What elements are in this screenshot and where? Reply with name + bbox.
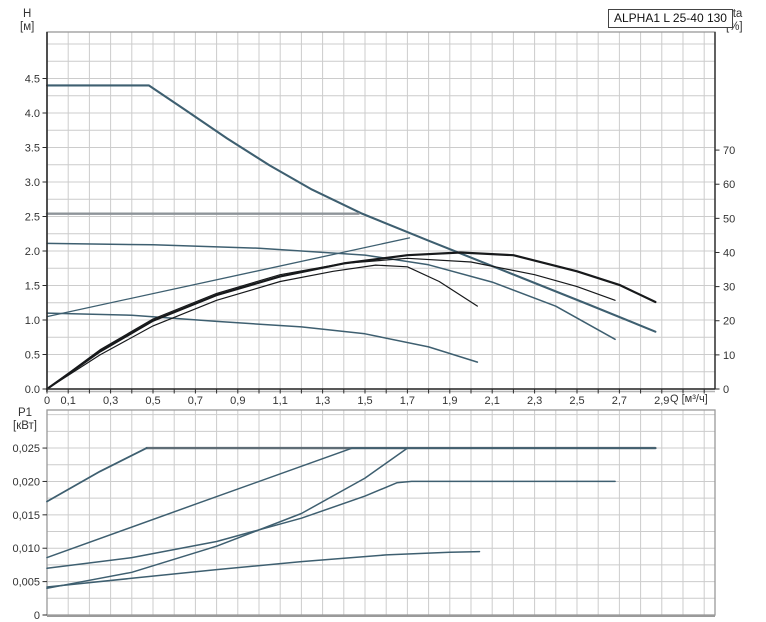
p1-axis-unit: P1 [кВт] (2, 407, 48, 433)
y-tick-label: 0,020 (12, 476, 40, 488)
x-tick-label: 0,9 (230, 395, 245, 407)
y-tick-label: 0,025 (12, 443, 40, 455)
eta-tick-label: 70 (723, 145, 735, 157)
x-tick-label: 0,5 (145, 395, 160, 407)
power-flow-chart-frame (46, 409, 716, 616)
p1-cp2 (46, 447, 657, 559)
x-tick-label: 2,1 (485, 395, 500, 407)
eta-tick-label: 60 (723, 179, 735, 191)
p1-pp2 (46, 447, 409, 590)
h-axis-unit: H [м] (20, 8, 34, 34)
x-tick-label: 1,1 (273, 395, 288, 407)
y-tick-label: 1.0 (25, 315, 40, 327)
y-tick-label: 2.5 (25, 212, 40, 224)
power-flow-chart-tick-labels: 0 0,005 0,010 0,015 0,020 0,025 (12, 443, 47, 622)
y-tick-label: 2.0 (25, 246, 40, 258)
x-tick-label: 2,5 (569, 395, 584, 407)
speed-3-head-curve (45, 84, 657, 333)
efficiency-speed-1 (46, 264, 478, 390)
p1-axis-unit-bracket: [кВт] (13, 420, 37, 432)
eta-tick-label: 40 (723, 247, 735, 259)
y-tick-label: 0,010 (12, 543, 40, 555)
h-axis-unit-symbol: H (22, 8, 32, 20)
x-tick-label: 1,7 (400, 395, 415, 407)
x-tick-label: 0,1 (61, 395, 76, 407)
y-tick-label: 0 (34, 610, 40, 622)
power-flow-chart: 0 0,005 0,010 0,015 0,020 0,025 (12, 409, 716, 622)
p1-speed-2 (46, 480, 616, 570)
y-tick-label: 0.5 (25, 350, 40, 362)
p1-axis-unit-symbol: P1 (17, 407, 33, 419)
head-flow-chart-tick-labels: 0 0,1 0,3 0,5 0,7 0,9 1,1 1,3 1,5 1,7 1,9 2,1 2,3 2,5… (25, 74, 736, 407)
y-tick-label: 4.0 (25, 108, 40, 120)
h-axis-unit-bracket: [м] (20, 21, 35, 33)
eta-tick-label: 30 (723, 282, 735, 294)
efficiency-speed-2 (46, 257, 616, 390)
y-tick-label: 4.5 (25, 74, 40, 86)
eta-tick-label: 50 (723, 213, 735, 225)
q-axis-label: Q [м³/ч] (670, 393, 708, 405)
y-tick-label: 1.5 (25, 281, 40, 293)
eta-tick-label: 20 (723, 316, 735, 328)
head-flow-chart-grid (47, 32, 715, 389)
x-tick-label: 0,3 (103, 395, 118, 407)
head-flow-chart: 0 0,1 0,3 0,5 0,7 0,9 1,1 1,3 1,5 1,7 1,9 2,1 2,3 2,5… (25, 31, 736, 407)
pp2-proportional-line (46, 237, 411, 318)
speed-2-head-curve (46, 242, 616, 341)
x-tick-label: 0,7 (188, 395, 203, 407)
y-tick-label: 0,015 (12, 510, 40, 522)
x-tick-label: 2,9 (654, 395, 669, 407)
p1-speed-3 (46, 447, 148, 503)
x-tick-label: 1,5 (357, 395, 372, 407)
y-tick-label: 3.0 (25, 177, 40, 189)
p1-speed-1 (46, 550, 481, 588)
eta-tick-label: 10 (723, 350, 735, 362)
x-tick-label: 0 (44, 395, 50, 407)
y-tick-label: 0,005 (12, 577, 40, 589)
x-tick-label: 2,3 (527, 395, 542, 407)
x-tick-label: 1,3 (315, 395, 330, 407)
y-tick-label: 3.5 (25, 143, 40, 155)
pump-model-badge: ALPHA1 L 25-40 130 (608, 9, 733, 28)
speed-1-head-curve (46, 312, 479, 363)
x-tick-label: 1,9 (442, 395, 457, 407)
power-flow-chart-grid (47, 410, 715, 615)
eta-tick-label: 0 (723, 384, 729, 396)
efficiency-speed-3 (45, 251, 657, 391)
head-flow-chart-axes (46, 32, 716, 393)
x-tick-label: 2,7 (612, 395, 627, 407)
y-tick-label: 0.0 (25, 384, 40, 396)
